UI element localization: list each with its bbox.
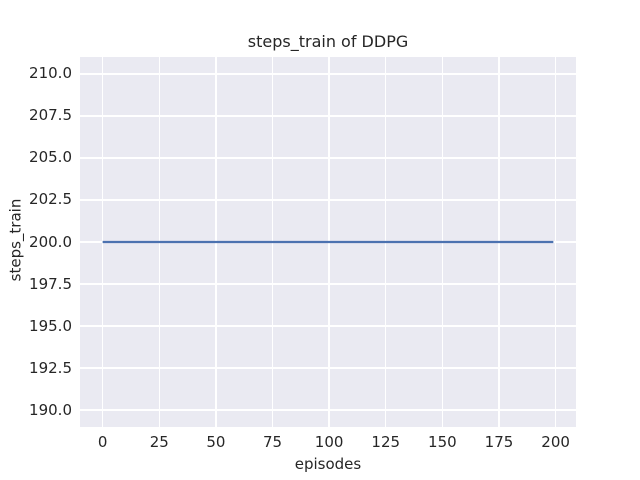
x-tick-label: 75 <box>262 433 283 451</box>
y-tick-label: 200.0 <box>29 232 72 251</box>
y-tick-label: 210.0 <box>29 64 72 83</box>
x-tick-label: 100 <box>314 433 344 451</box>
y-gridline <box>80 199 576 201</box>
x-tick-label: 25 <box>149 433 169 451</box>
y-gridline <box>80 115 576 117</box>
x-tick-label: 50 <box>206 433 226 451</box>
x-tick-label: 150 <box>428 433 457 451</box>
y-tick-label: 192.5 <box>29 358 72 377</box>
y-gridline <box>80 73 576 75</box>
y-tick-label: 195.0 <box>29 316 72 335</box>
data-line-layer <box>102 240 554 244</box>
y-tick-label: 202.5 <box>29 190 72 209</box>
y-gridline <box>80 409 576 411</box>
y-tick-label: 205.0 <box>29 148 72 167</box>
y-tick-label: 190.0 <box>29 400 72 419</box>
y-tick-label: 197.5 <box>29 274 72 293</box>
x-tick-label: 200 <box>541 433 570 451</box>
y-gridline <box>80 157 576 159</box>
x-tick-label: 0 <box>97 433 108 451</box>
y-axis-label: steps_train <box>6 198 25 282</box>
y-tick-label: 207.5 <box>29 106 72 125</box>
y-gridline <box>80 367 576 369</box>
plot-area <box>80 57 576 427</box>
x-tick-label: 125 <box>371 433 401 451</box>
x-axis-label: episodes <box>294 455 362 473</box>
chart-title: steps_train of DDPG <box>247 32 409 51</box>
y-gridline <box>80 325 576 327</box>
x-tick-label: 175 <box>484 433 514 451</box>
y-gridline <box>80 283 576 285</box>
